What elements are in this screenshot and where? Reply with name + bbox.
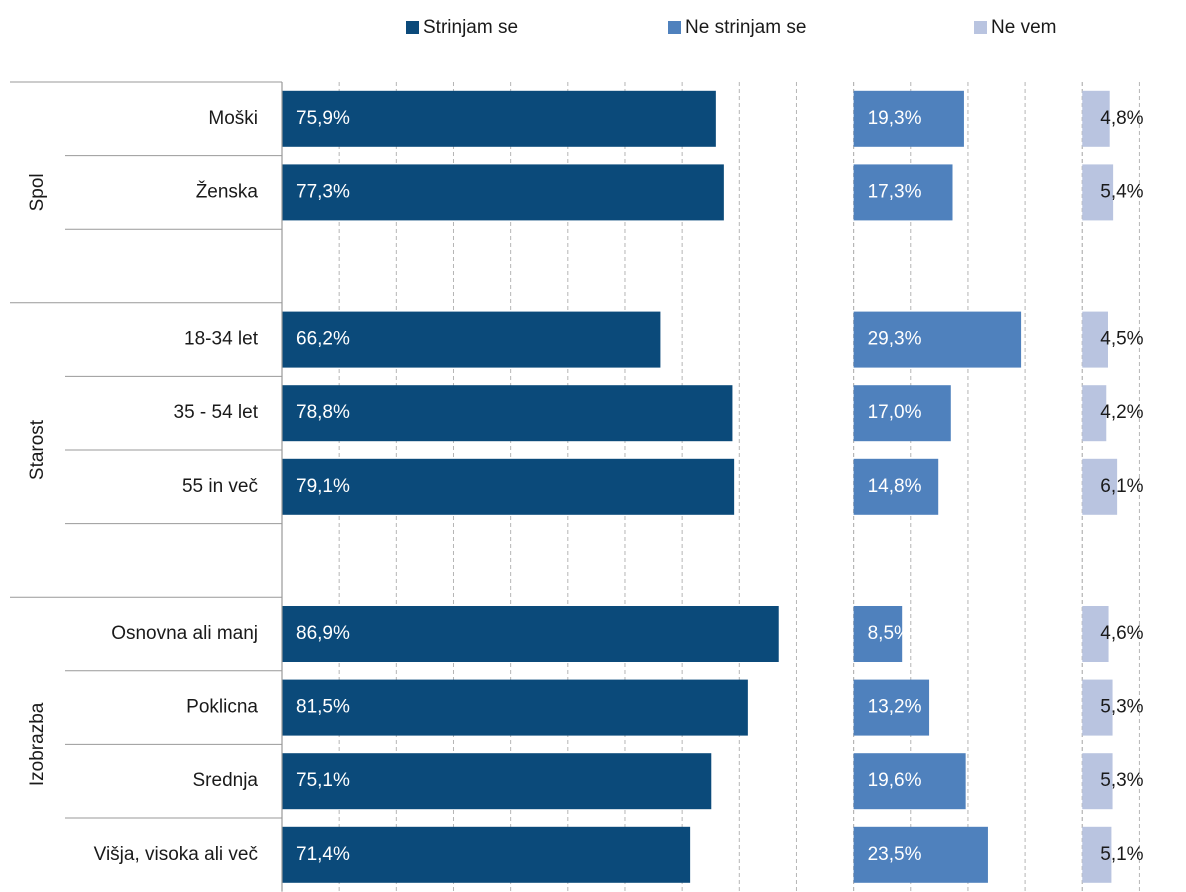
value-label: 17,0% [868,402,922,423]
legend-label: Ne vem [991,17,1056,38]
bar [282,606,779,662]
bar [853,164,953,221]
bar [1082,679,1113,736]
bar [853,753,966,810]
value-label: 75,1% [296,770,350,791]
value-label: 17,3% [868,181,922,202]
value-label: 81,5% [296,697,350,718]
group-label: Spol [27,173,48,211]
value-label: 75,9% [296,108,350,129]
value-label: 71,4% [296,844,350,865]
value-label: 5,3% [1100,697,1143,718]
value-label: 77,3% [296,181,350,202]
group-label: Izobrazba [27,702,48,786]
bar [853,606,903,662]
bar [1082,311,1108,368]
group-label: Starost [27,419,48,480]
value-label: 4,2% [1100,402,1143,423]
value-label: 8,5% [868,623,911,644]
bar [1082,606,1109,662]
bar [853,385,951,442]
bar [282,164,724,221]
value-label: 4,6% [1100,623,1143,644]
category-label: 55 in več [182,476,258,497]
bar [853,458,939,515]
value-label: 14,8% [868,476,922,497]
category-label: 35 - 54 let [174,402,259,423]
value-label: 66,2% [296,329,350,350]
bar [1082,826,1112,883]
value-label: 5,1% [1100,844,1143,865]
bar [282,458,735,515]
legend-label: Ne strinjam se [685,17,806,38]
value-label: 4,5% [1100,329,1143,350]
value-label: 13,2% [868,697,922,718]
bar [282,385,733,442]
legend-swatch [406,21,419,34]
value-label: 86,9% [296,623,350,644]
bar [853,679,930,736]
bar [282,753,712,810]
legend-swatch [668,21,681,34]
category-label: Osnovna ali manj [111,623,258,644]
value-label: 19,3% [868,108,922,129]
bar [1082,90,1110,147]
bar [282,311,661,368]
bar [853,311,1022,368]
bar [1082,753,1113,810]
bar [282,679,748,736]
category-label: Ženska [196,180,259,202]
value-label: 4,8% [1100,108,1143,129]
value-label: 23,5% [868,844,922,865]
bar [282,826,691,883]
bar [1082,458,1118,515]
value-label: 5,4% [1100,181,1143,202]
bar [853,826,988,883]
legend-swatch [974,21,987,34]
value-label: 78,8% [296,402,350,423]
bar [853,90,964,147]
category-label: Poklicna [186,697,258,718]
value-label: 5,3% [1100,770,1143,791]
bar [1082,164,1114,221]
bar [282,90,716,147]
legend-label: Strinjam se [423,17,518,38]
category-label: Moški [208,108,258,129]
value-label: 79,1% [296,476,350,497]
category-label: Višja, visoka ali več [94,844,258,865]
bar [1082,385,1107,442]
value-label: 6,1% [1100,476,1143,497]
value-label: 29,3% [868,329,922,350]
category-label: Srednja [193,770,259,791]
category-label: 18-34 let [184,329,259,350]
value-label: 19,6% [868,770,922,791]
